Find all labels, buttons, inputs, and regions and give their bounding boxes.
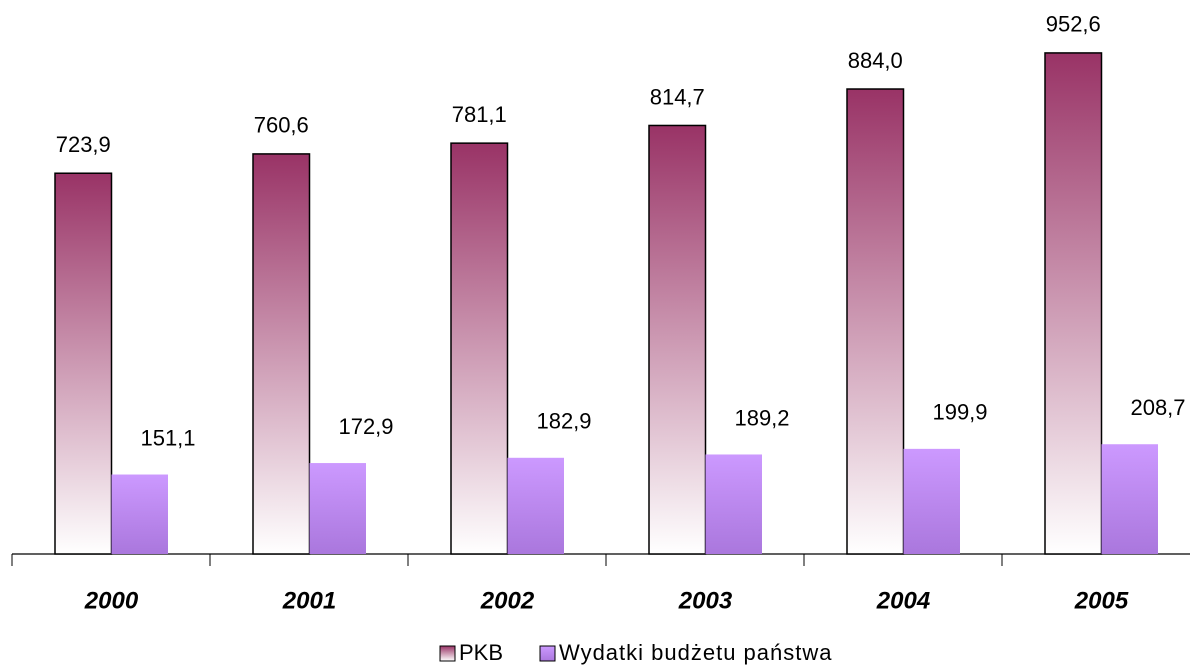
x-tick-label: 2001 [282, 587, 336, 614]
data-label: 172,9 [338, 414, 393, 439]
legend-swatch [439, 645, 456, 662]
data-label: 884,0 [848, 48, 903, 73]
data-label: 182,9 [536, 409, 591, 434]
bar [648, 124, 707, 555]
data-label: 723,9 [56, 132, 111, 157]
data-label: 781,1 [452, 102, 507, 127]
x-tick-label: 2003 [678, 587, 733, 614]
bar [111, 474, 168, 554]
bar [252, 153, 311, 555]
data-label: 208,7 [1130, 395, 1185, 420]
data-label: 952,6 [1046, 12, 1101, 37]
x-tick-label: 2002 [480, 587, 535, 614]
legend-label: Wydatki budżetu państwa [559, 640, 833, 665]
bar [309, 463, 366, 554]
data-label: 199,9 [932, 400, 987, 425]
bar [1101, 444, 1158, 554]
legend-label: PKB [459, 640, 503, 665]
bar [903, 448, 960, 554]
bar [507, 457, 564, 554]
x-tick-label: 2004 [876, 587, 930, 614]
legend-swatch [539, 645, 556, 662]
bar [450, 142, 509, 555]
data-label: 814,7 [650, 84, 705, 109]
x-tick-label: 2005 [1074, 587, 1129, 614]
data-label: 151,1 [140, 425, 195, 450]
data-label: 189,2 [734, 405, 789, 430]
data-label: 760,6 [254, 113, 309, 138]
bar [54, 172, 113, 555]
bar [705, 454, 762, 554]
bar [846, 88, 905, 555]
x-tick-label: 2000 [84, 587, 139, 614]
bar [1044, 52, 1103, 555]
